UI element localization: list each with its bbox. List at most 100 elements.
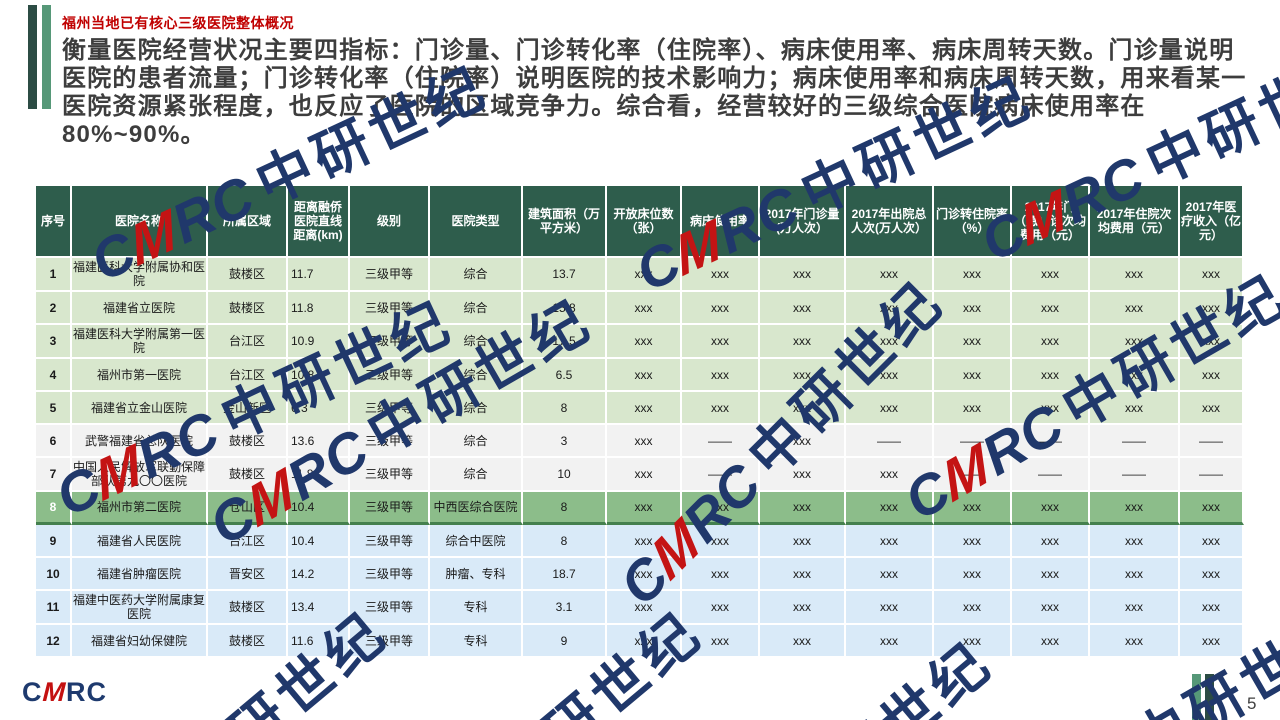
column-header: 2017年住院次均费用（元） [1090, 186, 1180, 258]
row-number-cell: 5 [36, 392, 72, 425]
table-cell: xxx [846, 325, 934, 359]
hospital-table-wrap: 序号 医院名称 所属区域 距离融侨医院直线距离(km) 级别 医院类型 建筑面积（万平方米）… [36, 186, 1244, 658]
accent-bar-green-bottom [1192, 674, 1201, 720]
table-row: 6 武警福建省总队医院 鼓楼区 13.6 三级甲等 综合 3 xxx —— xxx —— —— —— ——… [36, 425, 1244, 458]
table-cell: xxx [682, 558, 760, 591]
table-cell: xxx [682, 325, 760, 359]
table-cell: 中国人民解放军联勤保障部队第九〇〇医院 [72, 458, 208, 492]
accent-bar-dark [28, 5, 37, 109]
table-cell: xxx [607, 558, 682, 591]
table-cell: 11.6 [288, 625, 350, 658]
table-cell: 鼓楼区 [208, 258, 288, 292]
table-cell: xxx [934, 392, 1012, 425]
table-cell: 肿瘤、专科 [430, 558, 523, 591]
table-cell: 10.4 [288, 525, 350, 558]
row-number-cell: 10 [36, 558, 72, 591]
table-cell: xxx [607, 492, 682, 525]
hospital-table: 序号 医院名称 所属区域 距离融侨医院直线距离(km) 级别 医院类型 建筑面积（万平方米）… [36, 186, 1244, 658]
table-cell: xxx [760, 325, 846, 359]
table-cell: 综合 [430, 392, 523, 425]
table-cell: 6.5 [523, 359, 607, 392]
table-row: 7 中国人民解放军联勤保障部队第九〇〇医院 鼓楼区 11.8 三级甲等 综合 10 xxx ——… [36, 458, 1244, 492]
table-cell: xxx [682, 292, 760, 325]
table-cell: xxx [760, 359, 846, 392]
table-cell: xxx [934, 325, 1012, 359]
table-row: 9 福建省人民医院 台江区 10.4 三级甲等 综合中医院 8 xxx xxx xxx xxx xxx… [36, 525, 1244, 558]
table-cell: xxx [682, 625, 760, 658]
table-cell: 台江区 [208, 325, 288, 359]
table-cell: —— [1012, 425, 1090, 458]
table-cell: —— [1180, 458, 1244, 492]
table-cell: 9 [523, 625, 607, 658]
table-cell: 三级甲等 [350, 425, 430, 458]
table-cell: 三级甲等 [350, 625, 430, 658]
table-cell: 17.5 [523, 325, 607, 359]
table-cell: xxx [934, 492, 1012, 525]
table-cell: xxx [1180, 325, 1244, 359]
table-cell: xxx [760, 525, 846, 558]
table-cell: xxx [846, 458, 934, 492]
table-cell: xxx [1012, 292, 1090, 325]
table-cell: 11.7 [288, 258, 350, 292]
table-cell: 13.4 [288, 591, 350, 625]
table-cell: xxx [760, 625, 846, 658]
table-cell: xxx [1090, 292, 1180, 325]
table-cell: —— [1012, 458, 1090, 492]
table-cell: xxx [846, 525, 934, 558]
table-cell: xxx [1012, 325, 1090, 359]
table-cell: 福州市第二医院 [72, 492, 208, 525]
table-cell: xxx [1180, 392, 1244, 425]
table-cell: xxx [934, 591, 1012, 625]
logo-rc: RC [66, 677, 107, 707]
table-cell: 福建省立医院 [72, 292, 208, 325]
table-cell: xxx [760, 492, 846, 525]
table-cell: 三级甲等 [350, 292, 430, 325]
table-cell: 福州市第一医院 [72, 359, 208, 392]
column-header: 医院名称 [72, 186, 208, 258]
table-cell: xxx [682, 591, 760, 625]
table-cell: xxx [760, 258, 846, 292]
table-cell: xxx [1012, 492, 1090, 525]
column-header: 2017年门（急）诊次均费用（元） [1012, 186, 1090, 258]
table-cell: 三级甲等 [350, 359, 430, 392]
table-cell: xxx [1090, 492, 1180, 525]
table-row: 12 福建省妇幼保健院 鼓楼区 11.6 三级甲等 专科 9 xxx xxx xxx xxx xxx x… [36, 625, 1244, 658]
table-cell: 综合 [430, 359, 523, 392]
table-cell: 3.1 [523, 591, 607, 625]
table-cell: xxx [934, 525, 1012, 558]
page-title: 福州当地已有核心三级医院整体概况 [62, 15, 294, 31]
table-cell: xxx [1090, 325, 1180, 359]
table-cell: xxx [846, 625, 934, 658]
table-cell: 13.6 [288, 425, 350, 458]
table-cell: —— [1090, 458, 1180, 492]
table-cell: —— [934, 425, 1012, 458]
table-cell: 福建省妇幼保健院 [72, 625, 208, 658]
table-cell: 10.9 [288, 325, 350, 359]
table-cell: xxx [934, 625, 1012, 658]
column-header: 开放床位数（张） [607, 186, 682, 258]
table-cell: 13.7 [523, 258, 607, 292]
table-cell: 综合 [430, 458, 523, 492]
table-cell: 综合 [430, 425, 523, 458]
table-cell: 8 [523, 525, 607, 558]
table-cell: xxx [1180, 625, 1244, 658]
table-cell: 三级甲等 [350, 525, 430, 558]
table-cell: xxx [682, 258, 760, 292]
body-line: 医院的患者流量；门诊转化率（住院率）说明医院的技术影响力；病床使用率和病床周转天… [62, 65, 1247, 92]
table-cell: 综合 [430, 292, 523, 325]
table-cell: 三级甲等 [350, 458, 430, 492]
table-cell: xxx [934, 292, 1012, 325]
column-header: 门诊转住院率（%） [934, 186, 1012, 258]
body-paragraph: 衡量医院经营状况主要四指标：门诊量、门诊转化率（住院率）、病床使用率、病床周转天… [62, 37, 1272, 149]
table-cell: xxx [607, 525, 682, 558]
table-cell: xxx [1012, 591, 1090, 625]
table-row: 2 福建省立医院 鼓楼区 11.8 三级甲等 综合 15.8 xxx xxx xxx xxx xxx x… [36, 292, 1244, 325]
table-cell: xxx [1012, 392, 1090, 425]
table-cell: 3 [523, 425, 607, 458]
column-header: 所属区域 [208, 186, 288, 258]
table-cell: 福建省立金山医院 [72, 392, 208, 425]
table-row: 4 福州市第一医院 台江区 10.8 三级甲等 综合 6.5 xxx xxx xxx xxx xxx x… [36, 359, 1244, 392]
cmrc-logo: CMRC [22, 677, 107, 708]
table-cell: 福建中医药大学附属康复医院 [72, 591, 208, 625]
table-row: 5 福建省立金山医院 金山新区 6.3 三级甲等 综合 8 xxx xxx xxx xxx xxx xx… [36, 392, 1244, 425]
